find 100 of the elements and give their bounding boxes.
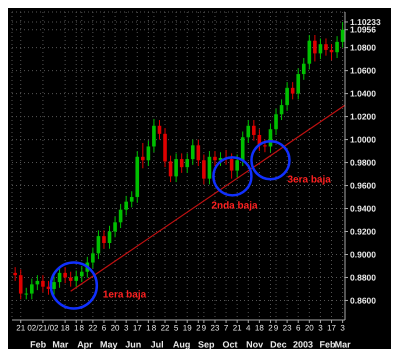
x-tick-label: 21 (16, 324, 26, 333)
x2-tick-label: May (100, 339, 118, 350)
candlestick (268, 122, 272, 153)
candlestick (280, 98, 284, 121)
x-tick-label: 4 (246, 324, 252, 333)
x-tick-label: 18 (60, 324, 70, 333)
candlestick (290, 82, 294, 100)
x-tick-label: 3 (340, 324, 346, 333)
candlestick (30, 278, 34, 300)
x-tick-label: 1 (146, 324, 152, 333)
candlestick (308, 34, 312, 70)
annotation: 3era baja (287, 174, 332, 186)
x2-tick-label: Mar (52, 339, 69, 350)
x-tick-label: 21 (232, 324, 242, 333)
candlestick (196, 139, 200, 166)
candlestick (146, 140, 150, 166)
candlestick (96, 230, 100, 260)
annotation: 1era baja (102, 290, 147, 301)
candlestick (152, 118, 156, 153)
x-tick-label: 5 (174, 324, 179, 333)
candlestick (302, 57, 306, 80)
x-tick-label: 8 (152, 324, 157, 333)
candlestick (296, 68, 300, 100)
candlestick (335, 36, 339, 58)
y-tick-label: 0.8800 (350, 272, 376, 282)
candlestick (24, 287, 28, 300)
x2-tick-label: Mar (334, 339, 352, 350)
x-tick-label: 19 (182, 324, 192, 333)
x-tick-label: 3 (124, 324, 129, 333)
x2-tick-label: Sep (198, 339, 215, 350)
x2-tick-label: Dec (270, 339, 287, 350)
candlestick (130, 190, 134, 208)
candlestick (141, 142, 145, 169)
y-tick-label: 1.0200 (350, 112, 376, 122)
x-tick-label: 22 (88, 324, 98, 333)
x-tick-label: 3 (318, 324, 324, 333)
candlestick (185, 152, 190, 174)
candlestick (180, 152, 184, 174)
x-tick-label: 7 (224, 324, 229, 333)
y-tick-label: 1.10233 (350, 16, 381, 27)
x-tick-label: 6 (102, 324, 107, 333)
candlestick (74, 270, 78, 288)
x2-tick-label: Jul (150, 339, 164, 350)
candlestick (80, 265, 84, 283)
y-tick-label: 0.9800 (350, 158, 376, 168)
candlestick (213, 150, 217, 166)
candlestick (330, 44, 334, 61)
candlestick (252, 120, 256, 142)
y-tick-label: 1.0400 (350, 88, 376, 99)
candlestick (218, 152, 222, 166)
candlestick (118, 203, 122, 229)
x-tick-label: 2 (268, 324, 274, 333)
y-tick-label: 0.9000 (350, 250, 376, 260)
x2-tick-label: Oct (222, 339, 238, 350)
candlestick (208, 150, 212, 185)
candlestick (202, 154, 206, 185)
x-tick-label: 2 (196, 324, 202, 333)
y-tick-label: 1.0000 (350, 134, 376, 145)
x2-tick-label: Feb (320, 339, 336, 350)
x-tick-label: 1 (74, 324, 79, 333)
x-tick-label: 02/21/02 (27, 324, 60, 333)
x-tick-label: 9 (274, 324, 279, 333)
y-tick-label: 1.0800 (350, 42, 376, 53)
y-tick-label: 0.9200 (350, 226, 376, 237)
x-tick-label: 22 (160, 324, 170, 333)
candlestick (36, 274, 40, 291)
candlestick (168, 155, 172, 183)
candlestick (235, 154, 239, 178)
candlestick (124, 195, 128, 216)
y-tick-label: 0.9600 (350, 180, 376, 191)
x-tick-label: 17 (132, 324, 142, 333)
candlestick (324, 38, 328, 56)
candlestick (46, 280, 50, 296)
candlestick (158, 120, 162, 140)
candlestick (58, 266, 62, 288)
x-tick-label: 23 (282, 324, 292, 333)
candlestick (18, 268, 23, 300)
x-tick-label: 17 (327, 324, 337, 333)
y-tick-label: 1.0956 (350, 24, 376, 35)
candlestick (318, 38, 322, 60)
candlestick (230, 152, 234, 180)
annotation: 2nda baja (211, 200, 258, 212)
x2-tick-label: Nov (246, 339, 264, 350)
candlestick (63, 266, 67, 284)
candlestick (52, 276, 56, 296)
candlestick (113, 216, 117, 238)
x2-tick-label: 2003 (292, 339, 313, 350)
x-tick-label: 8 (80, 324, 85, 333)
y-tick-label: 1.0600 (350, 66, 376, 76)
candlestick (68, 271, 72, 288)
x2-tick-label: Jun (125, 339, 142, 350)
candlestick (174, 152, 178, 183)
candlestick (285, 82, 289, 112)
candlestick (190, 139, 195, 166)
candlestick (91, 247, 95, 269)
x-tick-label: 6 (296, 324, 301, 333)
x2-tick-label: Feb (30, 339, 47, 350)
x-tick-label: 20 (304, 324, 314, 333)
candlestick (102, 230, 106, 250)
x-tick-label: 18 (254, 324, 264, 333)
